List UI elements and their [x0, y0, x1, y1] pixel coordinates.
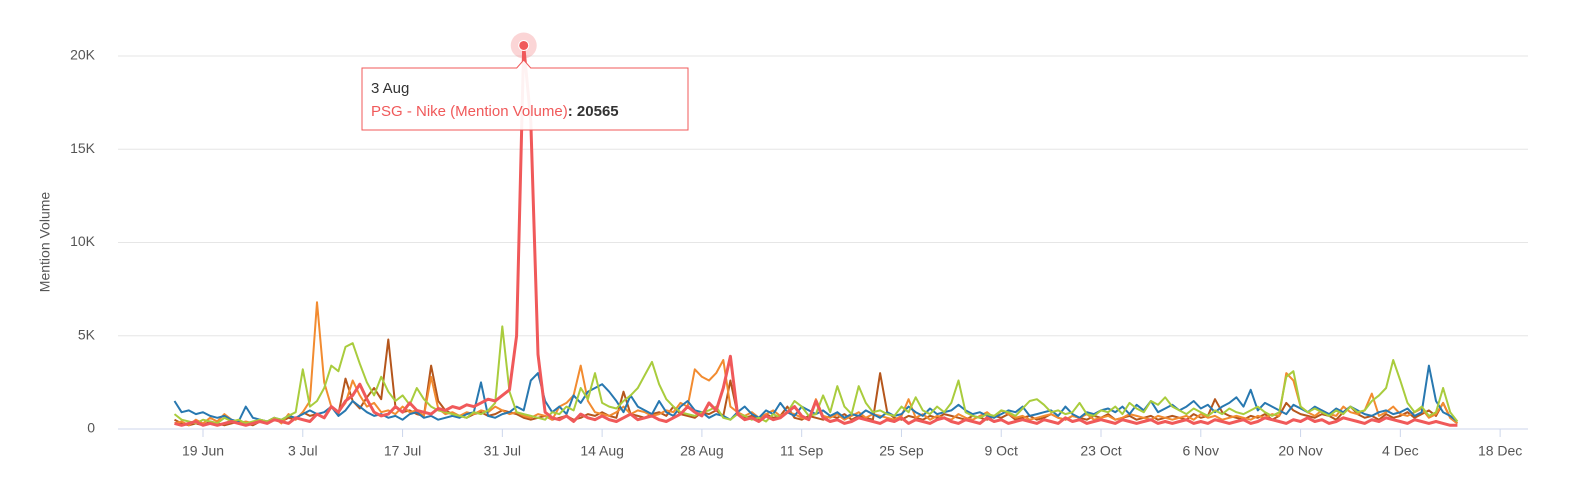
lines: [173, 44, 1459, 427]
x-tick-label: 31 Jul: [484, 443, 521, 459]
x-tick-label: 23 Oct: [1080, 443, 1121, 459]
series-line: [174, 44, 1458, 427]
tooltip-date: 3 Aug: [371, 80, 409, 97]
x-tick-label: 6 Nov: [1182, 443, 1219, 459]
x-tick-label: 28 Aug: [680, 443, 724, 459]
y-tick-label: 5K: [78, 326, 96, 342]
tooltip: 3 Aug PSG - Nike (Mention Volume): 20565: [361, 32, 689, 131]
series-line: [174, 301, 1459, 427]
x-tick-label: 14 Aug: [580, 443, 624, 459]
tooltip-line: PSG - Nike (Mention Volume): 20565: [371, 103, 619, 120]
y-tick-label: 10K: [70, 233, 96, 249]
x-tick-label: 9 Oct: [984, 443, 1018, 459]
x-tick-label: 3 Jul: [288, 443, 318, 459]
hover-point: [518, 39, 530, 51]
y-axis-label: Mention Volume: [37, 192, 53, 293]
tooltip-series: PSG - Nike (Mention Volume): [371, 103, 568, 120]
y-tick-label: 20K: [70, 47, 96, 63]
x-tick-label: 17 Jul: [384, 443, 421, 459]
x-tick-label: 11 Sep: [780, 443, 824, 459]
grid: 0 5K 10K 15K 20K: [70, 47, 1528, 436]
tooltip-value: 20565: [577, 103, 619, 120]
x-tick-label: 18 Dec: [1478, 443, 1522, 459]
x-axis: 19 Jun 3 Jul 17 Jul 31 Jul 14 Aug 28 Aug 11 Se…: [118, 428, 1528, 459]
x-tick-label: 25 Sep: [879, 443, 924, 459]
y-tick-label: 15K: [70, 140, 96, 156]
series-line: [173, 325, 1459, 425]
x-tick-label: 19 Jun: [182, 443, 224, 459]
x-tick-label: 4 Dec: [1382, 443, 1419, 459]
x-tick-label: 20 Nov: [1278, 443, 1322, 459]
y-tick-label: 0: [87, 420, 95, 436]
tooltip-box: [361, 59, 689, 131]
